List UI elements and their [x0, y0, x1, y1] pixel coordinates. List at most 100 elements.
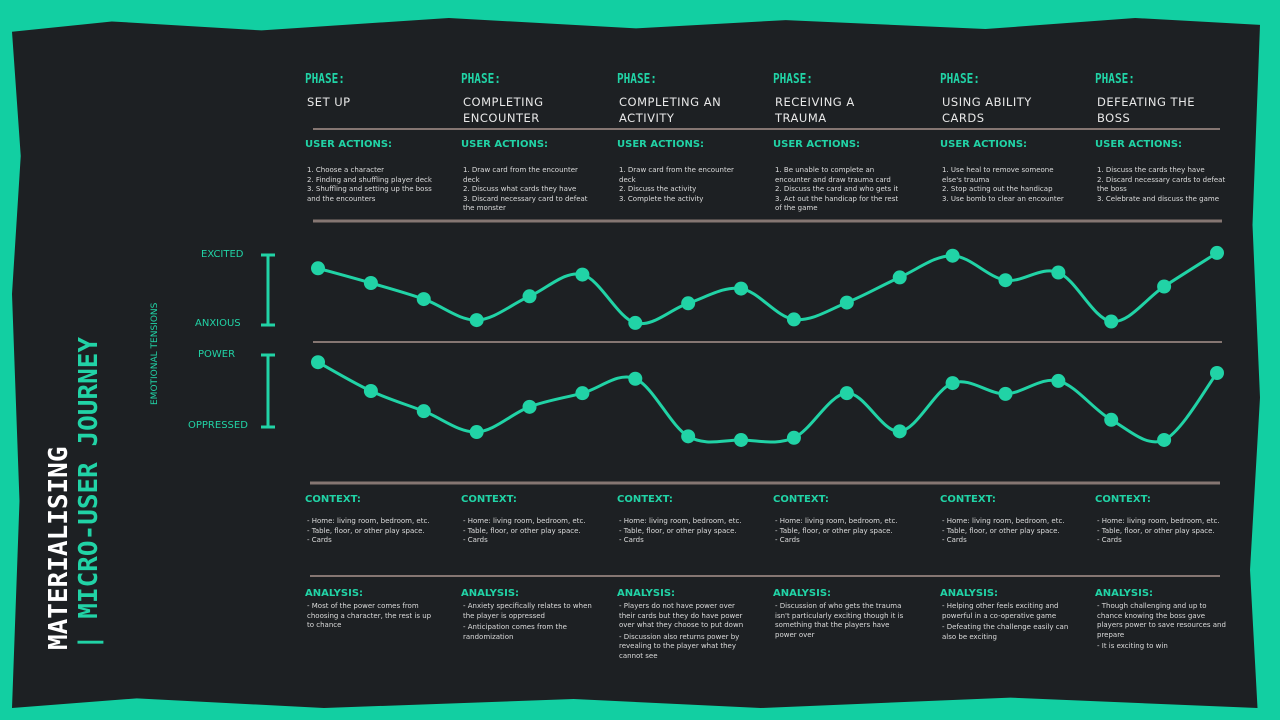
analysis-list: - Most of the power comes from choosing … — [307, 602, 437, 633]
context-label: CONTEXT: — [940, 494, 996, 505]
actions-list: 1. Use heal to remove someone else's tra… — [942, 166, 1072, 204]
context-list: - Home: living room, bedroom, etc. - Tabl… — [775, 517, 905, 546]
context-item: - Cards — [307, 536, 332, 544]
action-item: 3. Celebrate and discuss the game — [1097, 194, 1220, 203]
context-item: - Home: living room, bedroom, etc. — [1097, 517, 1220, 525]
emotion-point — [1210, 245, 1224, 260]
emotion-point — [363, 384, 378, 398]
context-item: - Cards — [942, 536, 967, 544]
emotion-point — [311, 261, 325, 276]
actions-label: USER ACTIONS: — [461, 139, 549, 150]
track-top-label: POWER — [198, 349, 236, 360]
action-item: 2. Discuss what cards they have — [463, 185, 577, 193]
context-item: - Table, floor, or other play space. — [775, 526, 893, 535]
context-list: - Home: living room, bedroom, etc. - Tabl… — [463, 517, 593, 546]
emotion-point — [892, 424, 907, 439]
context-item: - Cards — [775, 536, 800, 544]
context-item: - Home: living room, bedroom, etc. — [463, 517, 586, 525]
emotion-point — [1051, 265, 1066, 280]
analysis-list: - Discussion of who gets the trauma isn'… — [775, 602, 905, 642]
tension-label: EMOTIONAL TENSIONS — [150, 302, 160, 405]
context-item: - Table, floor, or other play space. — [619, 526, 737, 535]
analysis-list: - Anxiety specifically relates to when t… — [463, 602, 593, 644]
context-label: CONTEXT: — [773, 494, 829, 505]
analysis-label: ANALYSIS: — [305, 588, 364, 599]
emotion-point — [522, 399, 537, 414]
emotion-point — [681, 429, 696, 444]
action-item: 1. Discuss the cards they have — [1097, 166, 1205, 174]
emotion-point — [1157, 432, 1172, 447]
action-item: 2. Discuss the activity — [619, 185, 697, 193]
emotion-point — [1157, 279, 1172, 294]
phase-label: PHASE: — [461, 72, 501, 87]
emotion-point — [416, 404, 431, 419]
subtitle: | MICRO-USER JOURNEY — [74, 336, 104, 650]
emotion-line — [317, 360, 1219, 444]
context-item: - Table, floor, or other play space. — [307, 526, 425, 535]
analysis-item: - Players do not have power over their c… — [619, 602, 744, 629]
actions-label: USER ACTIONS: — [305, 139, 393, 150]
emotion-point — [1210, 366, 1224, 380]
context-list: - Home: living room, bedroom, etc. - Tabl… — [619, 517, 749, 546]
track-top-label: EXCITED — [201, 249, 244, 260]
analysis-list: - Helping other feels exciting and power… — [942, 602, 1072, 644]
actions-label: USER ACTIONS: — [940, 139, 1028, 150]
analysis-label: ANALYSIS: — [940, 588, 999, 599]
analysis-item: - Anticipation comes from the randomizat… — [463, 623, 567, 641]
analysis-list: - Players do not have power over their c… — [619, 602, 749, 663]
actions-label: USER ACTIONS: — [1095, 139, 1183, 150]
context-item: - Home: living room, bedroom, etc. — [619, 517, 742, 525]
context-label: CONTEXT: — [461, 494, 517, 505]
emotion-point — [945, 376, 960, 391]
actions-list: 1. Choose a character 2. Finding and shuf… — [307, 166, 437, 204]
analysis-item: - Though challenging and up to chance kn… — [1097, 602, 1226, 639]
emotion-point — [734, 432, 749, 447]
emotion-point — [786, 430, 801, 445]
emotion-point — [628, 371, 643, 386]
context-item: - Table, floor, or other play space. — [463, 526, 581, 535]
actions-list: 1. Discuss the cards they have 2. Discard… — [1097, 166, 1227, 204]
action-item: 1. Draw card from the encounter deck — [619, 166, 734, 184]
emotion-point — [998, 386, 1013, 401]
title-block: MATERIALISING | MICRO-USER JOURNEY — [44, 337, 104, 650]
emotion-point — [786, 312, 801, 327]
context-item: - Table, floor, or other play space. — [942, 526, 1060, 535]
action-item: 2. Stop acting out the handicap — [942, 185, 1053, 193]
actions-list: 1. Draw card from the encounter deck 2. D… — [463, 166, 593, 214]
context-list: - Home: living room, bedroom, etc. - Tabl… — [942, 517, 1072, 546]
actions-label: USER ACTIONS: — [617, 139, 705, 150]
emotion-point — [945, 248, 960, 263]
phase-name: DEFEATING THE BOSS — [1097, 95, 1196, 125]
phase-label: PHASE: — [617, 72, 657, 87]
context-label: CONTEXT: — [305, 494, 361, 505]
context-item: - Cards — [463, 536, 488, 544]
context-item: - Home: living room, bedroom, etc. — [942, 517, 1065, 525]
analysis-item: - Helping other feels exciting and power… — [942, 602, 1059, 620]
analysis-item: - Most of the power comes from choosing … — [307, 602, 432, 629]
phase-name: COMPLETING ENCOUNTER — [463, 95, 544, 125]
action-item: 1. Choose a character — [307, 166, 385, 174]
emotion-point — [998, 273, 1013, 288]
analysis-label: ANALYSIS: — [617, 588, 676, 599]
emotion-point — [575, 386, 590, 401]
action-item: 1. Use heal to remove someone else's tra… — [942, 166, 1054, 184]
emotion-point — [681, 296, 696, 311]
context-label: CONTEXT: — [617, 494, 673, 505]
analysis-label: ANALYSIS: — [461, 588, 520, 599]
emotion-point — [892, 270, 907, 285]
phase-name: USING ABILITY CARDS — [942, 95, 1032, 125]
analysis-item: - Anxiety specifically relates to when t… — [463, 602, 592, 620]
emotion-point — [311, 355, 325, 370]
analysis-item: - Defeating the challenge easily can als… — [942, 623, 1069, 641]
track-bottom-label: OPPRESSED — [188, 420, 248, 431]
action-item: 3. Shuffling and setting up the boss and… — [307, 185, 432, 203]
emotion-point — [469, 313, 484, 328]
context-item: - Home: living room, bedroom, etc. — [775, 517, 898, 525]
action-item: 2. Discard necessary cards to defeat the… — [1097, 175, 1226, 194]
phase-name: COMPLETING AN ACTIVITY — [619, 95, 722, 125]
emotion-point — [839, 386, 854, 401]
context-item: - Table, floor, or other play space. — [1097, 526, 1215, 535]
analysis-label: ANALYSIS: — [773, 588, 832, 599]
action-item: 3. Act out the handicap for the rest of … — [775, 194, 899, 213]
analysis-item: - Discussion of who gets the trauma isn'… — [775, 602, 904, 639]
